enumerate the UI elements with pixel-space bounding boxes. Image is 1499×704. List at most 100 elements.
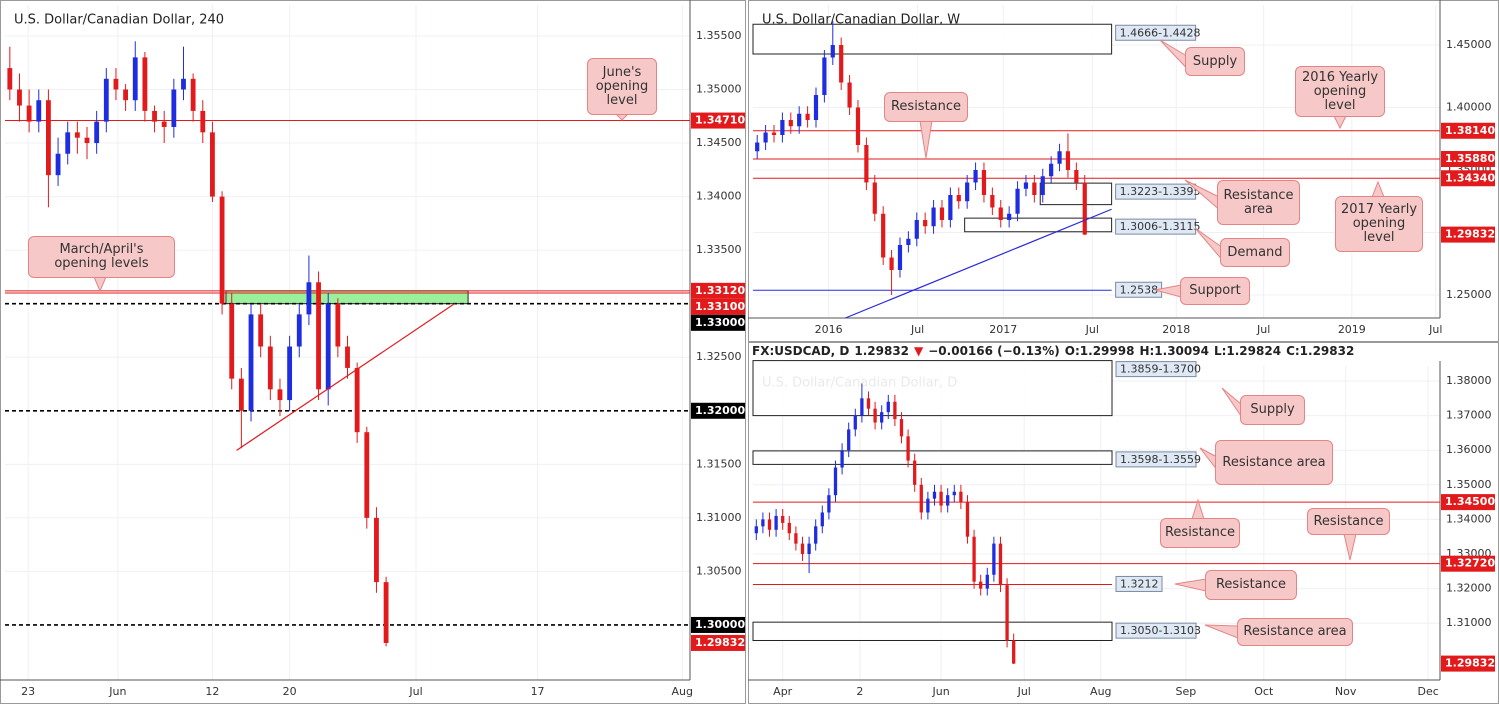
price-label: 1.34710 <box>695 114 745 127</box>
callout: Supply <box>1240 395 1305 425</box>
zone-label: 1.3223-1.3395 <box>1120 185 1201 198</box>
candle-body <box>780 120 785 135</box>
price-label-box <box>1441 226 1495 243</box>
candle-body <box>794 533 798 544</box>
candle-body <box>26 105 32 122</box>
candle-body <box>1040 176 1045 195</box>
candle-body <box>1074 170 1079 183</box>
candle-body <box>219 196 225 304</box>
price-label-box <box>1441 555 1495 572</box>
candle-body <box>142 57 148 111</box>
candle-body <box>325 303 331 390</box>
candle-body <box>238 378 244 411</box>
candle-body <box>800 543 805 554</box>
zone-label-box <box>1115 361 1197 378</box>
candle-body <box>827 495 831 513</box>
x-tick-label: Jul <box>1017 685 1031 698</box>
candle-body <box>979 581 983 589</box>
candle-body <box>1065 151 1071 170</box>
candle-body <box>1023 182 1029 189</box>
candle-body <box>914 220 919 239</box>
candle-body <box>889 257 894 270</box>
x-tick-label: Apr <box>773 685 793 698</box>
candle-body <box>820 512 824 527</box>
candle-body <box>946 495 950 506</box>
candle-body <box>788 120 793 127</box>
chart-panel: 1.380001.370001.360001.350001.340001.330… <box>748 344 1495 698</box>
candle-body <box>17 89 22 106</box>
price-label-box <box>691 314 745 331</box>
candle-body <box>771 132 777 135</box>
candle-body <box>354 367 360 433</box>
y-tick-label: 1.34000 <box>1446 512 1492 525</box>
candle-body <box>190 78 196 111</box>
x-tick-label: Aug <box>672 685 693 698</box>
candle-body <box>171 89 177 127</box>
candle-body <box>847 82 852 108</box>
zone <box>752 621 1113 641</box>
candle-body <box>258 314 264 347</box>
x-tick-label: 17 <box>531 685 545 698</box>
y-tick-label: 1.45000 <box>1446 38 1492 51</box>
candle-body <box>1012 640 1016 664</box>
zone-label-box <box>1115 451 1197 468</box>
candle-body <box>132 57 138 101</box>
candle-body <box>956 195 961 202</box>
zone <box>752 23 1113 55</box>
trendline <box>845 208 1112 319</box>
candle-body <box>84 137 90 144</box>
price-label: 1.32720 <box>1445 557 1495 570</box>
candle-body <box>1057 151 1062 164</box>
candle-body <box>998 207 1003 220</box>
y-tick-label: 1.36000 <box>1446 443 1492 456</box>
candle-body <box>1005 585 1009 641</box>
candle-body <box>797 113 802 127</box>
candle-body <box>965 502 970 537</box>
candle-body <box>998 543 1003 586</box>
x-tick-label: 2 <box>856 685 863 698</box>
zone-label: 1.3050-1.3103 <box>1120 624 1201 637</box>
candle-body <box>374 517 379 583</box>
x-tick-label: Sep <box>1176 685 1197 698</box>
candle-body <box>161 121 167 127</box>
callout: Resistance <box>884 92 968 122</box>
zone <box>752 360 1113 417</box>
candle-body <box>113 78 119 90</box>
candle-body <box>248 314 254 411</box>
candle-body <box>210 132 215 197</box>
candle-body <box>840 450 844 468</box>
price-label-box <box>691 298 745 315</box>
candle-body <box>7 68 13 90</box>
header-change: −0.00166 (−0.13%) <box>928 344 1060 358</box>
candle-body <box>932 491 937 499</box>
x-tick-label: Jul <box>408 685 422 698</box>
y-tick-label: 1.30500 <box>696 564 742 577</box>
y-tick-label: 1.34000 <box>696 190 742 203</box>
price-label: 1.29832 <box>1445 657 1495 670</box>
zone-label-box <box>1115 24 1197 41</box>
candle-body <box>972 536 976 582</box>
candle-body <box>906 238 911 245</box>
candle-body <box>866 398 871 409</box>
x-tick-label: Jul <box>1085 323 1099 336</box>
candle-body <box>1007 213 1012 220</box>
x-tick-label: Jul <box>910 323 924 336</box>
callout: Resistance <box>1205 570 1297 600</box>
level-label: 1.2538 <box>1120 283 1159 296</box>
candle-body <box>287 346 293 401</box>
candle-body <box>855 107 861 145</box>
candle-body <box>872 182 877 214</box>
candle-body <box>830 45 835 58</box>
callout: June's opening level <box>587 58 657 115</box>
callout: March/April's opening levels <box>28 236 175 278</box>
candle-body <box>886 401 890 413</box>
candle-body <box>923 220 928 227</box>
zone-label: 1.3598-1.3559 <box>1120 453 1201 466</box>
y-tick-label: 1.38000 <box>1446 374 1492 387</box>
candle-body <box>345 346 350 368</box>
callout: Resistance area <box>1237 618 1353 646</box>
zone-label: 1.4666-1.4428 <box>1120 26 1201 39</box>
callout: 2017 Yearly opening level <box>1335 196 1423 252</box>
candle-body <box>931 207 936 227</box>
x-tick-label: 2016 <box>815 323 843 336</box>
